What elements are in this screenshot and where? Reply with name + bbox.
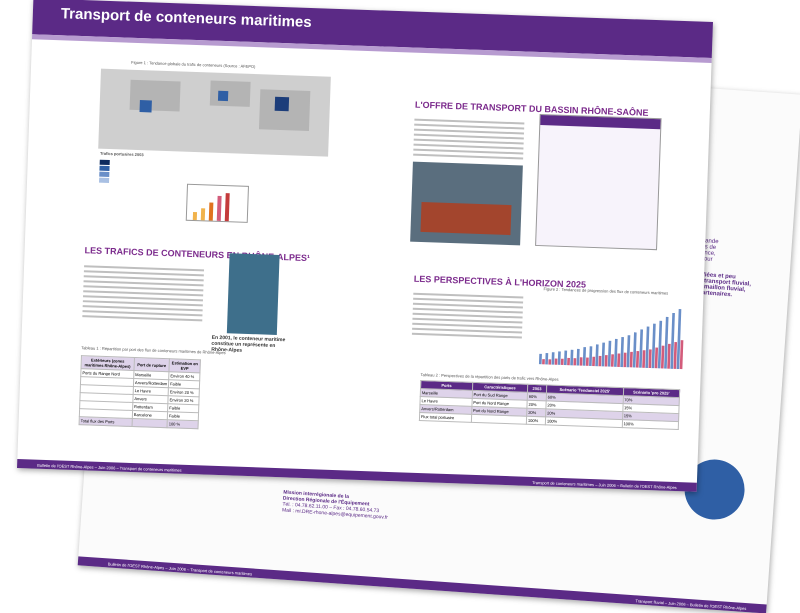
- cell: 100%: [526, 416, 546, 425]
- chart-bar: [670, 312, 675, 369]
- front-page: Transport de conteneurs maritimes Figure…: [17, 0, 713, 492]
- chart-bar: [673, 341, 678, 369]
- map-europe: [209, 80, 251, 107]
- map-marker: [217, 90, 229, 102]
- legend-swatch: [99, 171, 110, 178]
- mini-bar: [192, 211, 198, 221]
- container-stack: [420, 201, 512, 236]
- text-column: [413, 116, 525, 163]
- map-americas: [129, 79, 181, 112]
- chart-bar: [601, 342, 605, 367]
- mini-bar: [216, 195, 222, 221]
- chart-bar: [545, 353, 549, 365]
- fig2-title: Figure 2 : Tendances de progression des …: [543, 286, 669, 296]
- text-column: [411, 290, 524, 342]
- world-map: [98, 68, 331, 157]
- chart-bar: [617, 353, 621, 367]
- fig2-chart: [538, 309, 684, 370]
- chart-bar: [651, 323, 656, 369]
- barge-photo: [226, 253, 280, 335]
- table-header: Port de rupture: [133, 357, 170, 372]
- cell: 100 %: [167, 419, 199, 429]
- chart-bar: [639, 329, 644, 368]
- mini-bar-chart: [185, 183, 249, 223]
- table-left-title: Tableau 1 : Répartition par port des flu…: [81, 345, 226, 356]
- chart-bar: [598, 355, 602, 367]
- text-column: [82, 262, 205, 324]
- fig1-title: Figure 1 : Tendance globale du trafic de…: [131, 59, 256, 70]
- chart-bar: [563, 350, 568, 366]
- chart-bar: [679, 340, 684, 370]
- chart-bar: [614, 338, 618, 367]
- chart-bar: [648, 349, 652, 369]
- table-left: Extérieurs (zones maritimes Rhône-Alpes)…: [78, 355, 201, 430]
- chart-bar: [632, 332, 637, 368]
- chart-bar: [585, 357, 589, 366]
- table-right: Ports Caractéristiques 2003 Scénario 'Te…: [418, 380, 681, 431]
- cell: [471, 414, 527, 425]
- legend-swatch: [99, 159, 110, 166]
- chart-bar: [657, 320, 663, 369]
- chart-bar: [551, 352, 555, 365]
- contact-box: Mission interrégionale de la Direction R…: [282, 489, 433, 523]
- legend-swatch: [99, 177, 110, 184]
- chart-bar: [667, 343, 671, 369]
- map-marker: [274, 96, 290, 112]
- chart-bar: [567, 357, 570, 366]
- chart-bar: [607, 340, 612, 367]
- chart-bar: [629, 351, 633, 368]
- chart-bar: [664, 316, 669, 369]
- mini-bar: [224, 193, 230, 222]
- chart-bar: [660, 345, 665, 369]
- cell: Flux total portuaire: [419, 412, 472, 423]
- offer-table-header: [540, 115, 661, 130]
- chart-bar: [542, 359, 545, 365]
- legend-swatches: [99, 159, 150, 186]
- chart-bar: [676, 309, 682, 370]
- chart-bar: [573, 358, 577, 366]
- chart-bar: [560, 358, 564, 365]
- cell: Total flux des Ports: [79, 416, 133, 427]
- heading-offre: L'OFFRE DE TRANSPORT DU BASSIN RHÔNE-SAÔ…: [414, 99, 649, 118]
- chart-bar: [589, 346, 593, 366]
- chart-bar: [538, 353, 542, 365]
- cell: 100%: [545, 416, 623, 428]
- cell: 100%: [621, 419, 679, 430]
- cell: [131, 418, 168, 428]
- back-right-text: nande ns de ance, pour lifiées et peu e …: [698, 238, 792, 302]
- chart-bar: [592, 356, 596, 367]
- chart-bar: [635, 351, 640, 368]
- chart-bar: [557, 351, 561, 365]
- chart-bar: [604, 355, 608, 367]
- chart-bar: [620, 337, 624, 368]
- legend-swatch: [99, 165, 110, 172]
- chart-bar: [576, 348, 580, 366]
- trafic-legend-title: Trafics portuaires 2003: [99, 150, 144, 158]
- offer-table: [535, 114, 662, 251]
- chart-bar: [579, 357, 583, 366]
- mini-bar: [208, 202, 214, 221]
- crane-photo: [410, 161, 523, 246]
- map-marker: [139, 100, 152, 113]
- chart-bar: [554, 358, 558, 365]
- table-header: Estimation en EVP: [169, 358, 201, 373]
- chart-bar: [570, 349, 574, 366]
- chart-bar: [548, 359, 552, 365]
- mini-bar: [200, 208, 206, 221]
- chart-bar: [626, 335, 631, 368]
- chart-bar: [654, 347, 659, 369]
- chart-bar: [610, 354, 614, 367]
- chart-bar: [582, 347, 587, 366]
- chart-bar: [623, 352, 627, 368]
- chart-bar: [645, 326, 650, 368]
- chart-bar: [642, 350, 646, 368]
- chart-bar: [595, 344, 599, 367]
